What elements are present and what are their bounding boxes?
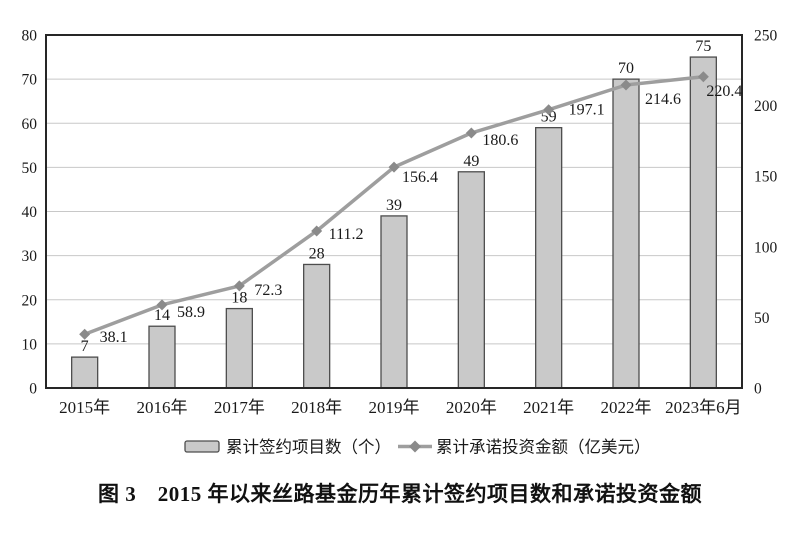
figure-caption: 图 3 2015 年以来丝路基金历年累计签约项目数和承诺投资金额 bbox=[98, 482, 702, 506]
line-value-label: 214.6 bbox=[645, 91, 681, 108]
right-axis-tick-label: 150 bbox=[754, 169, 778, 186]
right-axis-tick-label: 0 bbox=[754, 381, 762, 398]
bar-value-label: 39 bbox=[386, 197, 402, 214]
bars-series bbox=[71, 56, 717, 389]
diamond-marker-icon bbox=[156, 299, 168, 311]
x-axis-labels: 2015年 2016年 2017年 2018年 2019年 2020年 2021年 2022年… bbox=[59, 398, 741, 417]
left-axis-labels: 0 10 20 30 40 50 60 70 80 bbox=[22, 28, 38, 398]
bar-value-label: 7 bbox=[81, 338, 89, 355]
bar-value-label: 59 bbox=[541, 109, 557, 126]
bar bbox=[457, 171, 485, 389]
left-axis-tick-label: 20 bbox=[22, 292, 38, 309]
bar-value-label: 70 bbox=[618, 60, 634, 77]
diamond-marker-icon bbox=[388, 161, 400, 173]
diamond-marker-icon bbox=[311, 225, 323, 237]
bar bbox=[148, 325, 176, 389]
legend-diamond-icon bbox=[409, 440, 421, 453]
right-axis-tick-label: 200 bbox=[754, 98, 778, 115]
diamond-marker-icon bbox=[620, 79, 632, 91]
x-axis-category-label: 2016年 bbox=[137, 398, 188, 417]
diamond-marker-icon bbox=[697, 71, 709, 83]
diamond-marker-icon bbox=[465, 127, 477, 139]
x-axis-category-label: 2017年 bbox=[214, 398, 265, 417]
left-axis-tick-label: 80 bbox=[22, 28, 38, 45]
bar-value-label: 28 bbox=[309, 245, 325, 262]
x-axis-category-label: 2019年 bbox=[369, 398, 420, 417]
line-value-label: 180.6 bbox=[482, 132, 518, 149]
right-axis-tick-label: 250 bbox=[754, 28, 778, 45]
x-axis-category-label: 2022年 bbox=[601, 398, 652, 417]
line-value-label: 58.9 bbox=[177, 304, 205, 321]
right-axis-labels: 0 50 100 150 200 250 bbox=[754, 28, 778, 398]
x-axis-category-label: 2023年6月 bbox=[665, 398, 742, 417]
legend-line-label: 累计承诺投资金额（亿美元） bbox=[436, 438, 651, 457]
left-axis-tick-label: 40 bbox=[22, 204, 38, 221]
line-value-label: 72.3 bbox=[254, 282, 282, 299]
left-axis-tick-label: 60 bbox=[22, 116, 38, 133]
line-value-label: 111.2 bbox=[329, 226, 364, 243]
left-axis-tick-label: 30 bbox=[22, 248, 38, 265]
x-axis-category-label: 2015年 bbox=[59, 398, 110, 417]
plot-border bbox=[45, 34, 743, 389]
left-axis-tick-label: 70 bbox=[22, 72, 38, 89]
line-value-label: 156.4 bbox=[402, 169, 438, 186]
bar-value-label: 18 bbox=[231, 290, 247, 307]
diamond-marker-icon bbox=[233, 280, 245, 292]
bar bbox=[225, 307, 253, 389]
bar-value-label: 14 bbox=[154, 307, 170, 324]
line-value-label: 220.4 bbox=[706, 83, 742, 100]
right-axis-tick-label: 50 bbox=[754, 310, 770, 327]
left-axis-tick-label: 0 bbox=[29, 381, 37, 398]
line-value-label: 197.1 bbox=[569, 102, 605, 119]
bar bbox=[689, 56, 717, 389]
bar bbox=[535, 127, 563, 389]
bar bbox=[380, 215, 408, 389]
bar-value-label: 49 bbox=[463, 153, 479, 170]
legend: 累计签约项目数（个） 累计承诺投资金额（亿美元） bbox=[184, 438, 651, 457]
left-axis-tick-label: 10 bbox=[22, 336, 38, 353]
x-axis-category-label: 2020年 bbox=[446, 398, 497, 417]
bar bbox=[71, 356, 99, 389]
bar bbox=[303, 263, 331, 389]
x-axis-category-label: 2018年 bbox=[291, 398, 342, 417]
legend-bar-swatch-icon bbox=[184, 440, 220, 453]
diamond-marker-icon bbox=[543, 104, 555, 116]
left-axis-tick-label: 50 bbox=[22, 160, 38, 177]
line-value-label: 38.1 bbox=[100, 329, 128, 346]
right-axis-tick-label: 100 bbox=[754, 239, 778, 256]
diamond-marker-icon bbox=[79, 328, 91, 340]
bar-value-label: 75 bbox=[695, 38, 711, 55]
legend-bar-label: 累计签约项目数（个） bbox=[226, 438, 391, 457]
combo-chart: 7 14 18 28 39 49 59 70 75 38.1 58.9 72.3 111.2 156.4 1… bbox=[22, 28, 778, 457]
bar-value-labels: 7 14 18 28 39 49 59 70 75 bbox=[81, 38, 712, 355]
bar bbox=[612, 78, 640, 389]
line-markers bbox=[79, 71, 709, 340]
line-value-labels: 38.1 58.9 72.3 111.2 156.4 180.6 197.1 214.6 220… bbox=[100, 83, 743, 346]
x-axis-category-label: 2021年 bbox=[523, 398, 574, 417]
